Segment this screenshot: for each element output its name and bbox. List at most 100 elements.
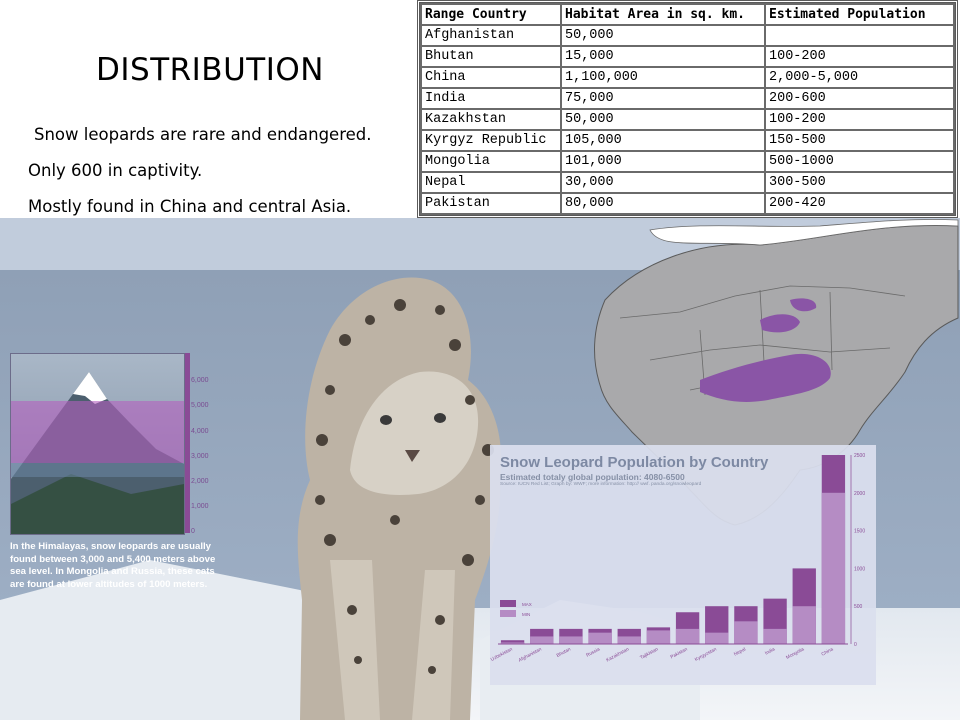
bar-min bbox=[792, 606, 816, 644]
table-row: Nepal 30,000 300-500 bbox=[420, 171, 955, 194]
table-row: Mongolia 101,000 500-1000 bbox=[420, 150, 955, 173]
chart-source: Source: IUCN Red List; Graph by: WWF; mo… bbox=[500, 482, 702, 487]
habitat-area-cell: 101,000 bbox=[560, 150, 766, 173]
country-cell: Mongolia bbox=[420, 150, 562, 173]
altitude-tick: 3,000 bbox=[191, 453, 209, 460]
population-cell: 100-200 bbox=[764, 108, 955, 131]
bullet-range: Mostly found in China and central Asia. bbox=[28, 197, 352, 216]
altitude-tick: 2,000 bbox=[191, 478, 209, 485]
population-cell: 150-500 bbox=[764, 129, 955, 152]
slide-title: DISTRIBUTION bbox=[96, 52, 324, 88]
altitude-tick: 5,000 bbox=[191, 402, 209, 409]
x-tick-label: Pakistan bbox=[669, 646, 688, 660]
legend-min-label: MIN bbox=[522, 612, 530, 617]
habitat-table: Range Country Habitat Area in sq. km. Es… bbox=[417, 0, 958, 218]
x-tick-label: China bbox=[820, 646, 834, 657]
population-cell: 500-1000 bbox=[764, 150, 955, 173]
y-tick-label: 1500 bbox=[854, 529, 865, 535]
habitat-area-cell: 15,000 bbox=[560, 45, 766, 68]
x-tick-label: Uzbekistan bbox=[490, 646, 514, 663]
chart-subtitle: Estimated totaly global population: 4080… bbox=[500, 472, 685, 482]
leopard-figure bbox=[297, 277, 502, 720]
x-tick-label: Kyrgyzstan bbox=[694, 646, 718, 663]
country-cell: Tajikistan bbox=[420, 213, 562, 215]
y-tick-label: 0 bbox=[854, 642, 857, 648]
habitat-area-cell: 1,100,000 bbox=[560, 66, 766, 89]
distribution-image-panel: 6,000 5,000 4,000 3,000 2,000 1,000 0 In… bbox=[0, 218, 960, 720]
chart-title: Snow Leopard Population by Country bbox=[500, 454, 769, 471]
country-cell: Kyrgyz Republic bbox=[420, 129, 562, 152]
population-cell: 2,000-5,000 bbox=[764, 66, 955, 89]
x-tick-label: Mongolia bbox=[785, 646, 805, 661]
x-tick-label: Russia bbox=[585, 646, 601, 658]
x-tick-label: Afghanistan bbox=[517, 646, 542, 663]
country-cell: Pakistan bbox=[420, 192, 562, 215]
altitude-axis: 6,000 5,000 4,000 3,000 2,000 1,000 0 bbox=[185, 353, 225, 543]
habitat-area-cell: 75,000 bbox=[560, 87, 766, 110]
legend-max-swatch bbox=[500, 600, 516, 607]
bar-min bbox=[646, 630, 671, 644]
legend-min-swatch bbox=[500, 610, 516, 617]
altitude-tick: 6,000 bbox=[191, 377, 209, 384]
bar-min bbox=[559, 636, 583, 644]
population-cell: 300-500 bbox=[764, 171, 955, 194]
country-cell: Afghanistan bbox=[420, 24, 562, 47]
bar-min bbox=[617, 636, 641, 644]
bar-min bbox=[675, 628, 700, 644]
altitude-tick: 0 bbox=[191, 528, 195, 535]
header-range-country: Range Country bbox=[420, 3, 562, 26]
population-cell: 180-220 bbox=[764, 213, 955, 215]
bar-min bbox=[763, 628, 787, 644]
population-cell: 200-420 bbox=[764, 192, 955, 215]
y-tick-label: 2500 bbox=[854, 453, 865, 459]
bar-min bbox=[530, 636, 554, 644]
header-habitat-area: Habitat Area in sq. km. bbox=[560, 3, 766, 26]
table-row: Kazakhstan 50,000 100-200 bbox=[420, 108, 955, 131]
x-tick-label: Tajikistan bbox=[639, 646, 660, 661]
bar-max bbox=[500, 640, 525, 644]
table-row: China 1,100,000 2,000-5,000 bbox=[420, 66, 955, 89]
bar-min bbox=[588, 632, 612, 644]
country-cell: China bbox=[420, 66, 562, 89]
x-tick-label: Bhutan bbox=[556, 646, 573, 659]
population-cell: 100-200 bbox=[764, 45, 955, 68]
population-cell bbox=[764, 24, 955, 47]
table-row: Pakistan 80,000 200-420 bbox=[420, 192, 955, 215]
habitat-area-cell: 50,000 bbox=[560, 24, 766, 47]
table-row: Afghanistan 50,000 bbox=[420, 24, 955, 47]
y-tick-label: 2000 bbox=[854, 491, 865, 497]
bullet-rare: Snow leopards are rare and endangered. bbox=[34, 125, 372, 144]
bar-min bbox=[821, 492, 846, 644]
habitat-area-cell: 100,000 bbox=[560, 213, 766, 215]
x-tick-label: Nepal bbox=[733, 646, 747, 657]
x-tick-label: Kazakhstan bbox=[605, 646, 630, 663]
y-tick-label: 500 bbox=[854, 604, 863, 610]
population-cell: 200-600 bbox=[764, 87, 955, 110]
himalaya-altitude-image bbox=[10, 353, 185, 535]
table-row: Kyrgyz Republic 105,000 150-500 bbox=[420, 129, 955, 152]
legend-max-label: MAX bbox=[522, 602, 532, 607]
bar-min bbox=[705, 632, 729, 644]
population-chart: Snow Leopard Population by Country Estim… bbox=[490, 445, 876, 685]
population-bar-chart: Uzbekistan Afghanistan Bhutan Russia Kazakhs… bbox=[490, 453, 865, 664]
y-tick-label: 1000 bbox=[854, 566, 865, 572]
table-row: India 75,000 200-600 bbox=[420, 87, 955, 110]
country-cell: Nepal bbox=[420, 171, 562, 194]
x-tick-label: India bbox=[764, 646, 776, 656]
habitat-area-cell: 105,000 bbox=[560, 129, 766, 152]
habitat-area-cell: 30,000 bbox=[560, 171, 766, 194]
bar-min bbox=[500, 642, 525, 644]
header-estimated-population: Estimated Population bbox=[764, 3, 955, 26]
habitat-area-cell: 50,000 bbox=[560, 108, 766, 131]
habitat-area-cell: 80,000 bbox=[560, 192, 766, 215]
country-cell: India bbox=[420, 87, 562, 110]
table-row: Tajikistan100,000180-220 bbox=[420, 213, 955, 215]
table-row: Bhutan 15,000 100-200 bbox=[420, 45, 955, 68]
altitude-caption: In the Himalayas, snow leopards are usua… bbox=[10, 541, 216, 590]
country-cell: Kazakhstan bbox=[420, 108, 562, 131]
altitude-tick: 4,000 bbox=[191, 428, 209, 435]
bullet-captivity: Only 600 in captivity. bbox=[28, 161, 203, 180]
table-header-row: Range Country Habitat Area in sq. km. Es… bbox=[420, 3, 955, 26]
country-cell: Bhutan bbox=[420, 45, 562, 68]
bar-min bbox=[734, 621, 758, 644]
